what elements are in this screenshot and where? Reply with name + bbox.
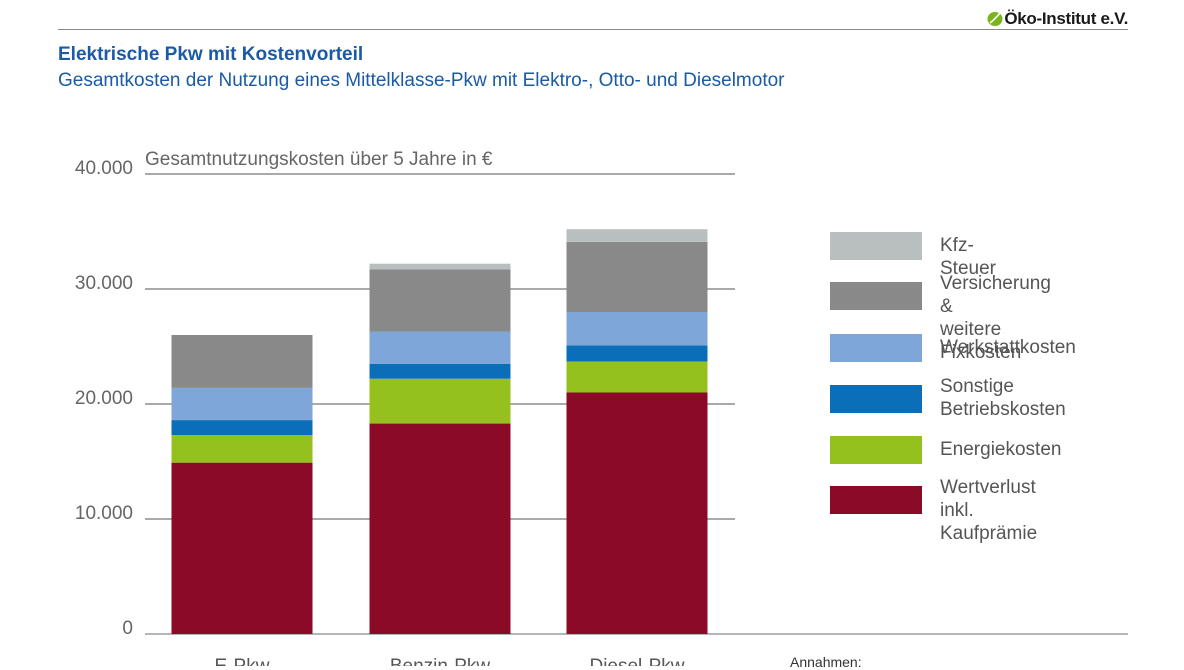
legend-label: Sonstige Betriebskosten <box>940 376 1066 420</box>
bar-segment <box>566 361 708 393</box>
bar-segment <box>369 331 511 364</box>
legend-item: Energiekosten <box>830 436 1061 464</box>
bar-segment <box>566 241 708 312</box>
logo-text: Öko-Institut e.V. <box>1004 9 1128 28</box>
legend-swatch <box>830 282 922 310</box>
legend-item: Wertverlust inkl. Kaufprämie <box>830 477 1037 544</box>
bar-segment <box>369 269 511 332</box>
legend-swatch <box>830 486 922 514</box>
legend-item: Werkstattkosten <box>830 334 1076 362</box>
bar-segment <box>369 423 511 634</box>
bar-segment <box>171 462 313 634</box>
x-tick-label: Diesel-Pkw <box>589 656 684 666</box>
legend-label: Versicherung & weitere Fixkosten <box>940 273 1051 363</box>
x-tick-label: E-Pkw <box>215 656 270 666</box>
leaf-icon <box>987 12 1003 26</box>
bar-segment <box>566 392 708 634</box>
legend-item: Sonstige Betriebskosten <box>830 376 1066 420</box>
chart-title: Gesamtnutzungskosten über 5 Jahre in € <box>145 149 493 170</box>
bar-segment <box>171 420 313 436</box>
page-subtitle: Gesamtkosten der Nutzung eines Mittelkla… <box>58 70 785 91</box>
legend-swatch <box>830 334 922 362</box>
bar-segment <box>369 263 511 270</box>
bar-segment <box>171 335 313 388</box>
legend-item: Kfz-Steuer <box>830 232 996 279</box>
footnote: Annahmen: <box>790 654 862 670</box>
legend-label: Kfz-Steuer <box>940 235 996 279</box>
page-title: Elektrische Pkw mit Kostenvorteil <box>58 44 364 65</box>
y-tick-label: 40.000 <box>75 158 133 179</box>
bar-segment <box>369 363 511 379</box>
header-divider <box>58 29 1128 30</box>
legend-swatch <box>830 436 922 464</box>
legend-label: Werkstattkosten <box>940 337 1076 358</box>
legend-swatch <box>830 385 922 413</box>
legend-item: Versicherung & weitere Fixkosten <box>830 273 1051 363</box>
y-tick-label: 20.000 <box>75 388 133 409</box>
bar-segment <box>566 345 708 362</box>
legend-label: Wertverlust inkl. Kaufprämie <box>940 477 1038 544</box>
y-tick-label: 0 <box>122 618 133 639</box>
bar-segment <box>566 229 708 242</box>
bar-segment <box>171 387 313 421</box>
legend-swatch <box>830 232 922 260</box>
logo: Öko-Institut e.V. <box>986 9 1128 29</box>
y-tick-label: 10.000 <box>75 503 133 524</box>
x-tick-label: Benzin-Pkw <box>390 656 491 666</box>
bar-segment <box>566 312 708 346</box>
bar-segment <box>369 378 511 424</box>
y-tick-label: 30.000 <box>75 273 133 294</box>
legend-label: Energiekosten <box>940 439 1062 460</box>
bar-segment <box>171 435 313 463</box>
